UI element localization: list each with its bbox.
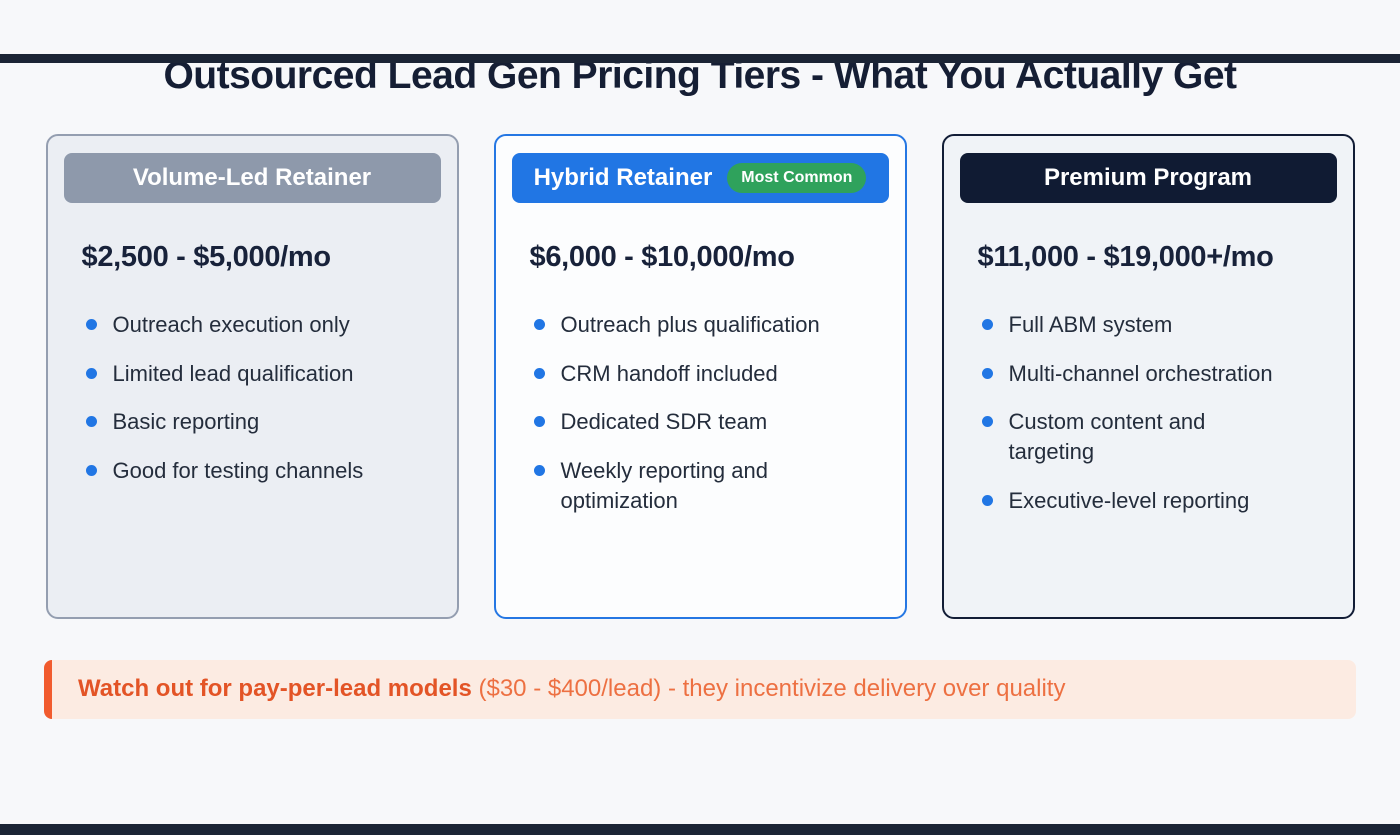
bullet-dot-icon	[533, 416, 545, 428]
feature-item: Basic reporting	[85, 407, 391, 437]
feature-item: Dedicated SDR team	[533, 407, 839, 437]
warning-detail-text: ($30 - $400/lead) - they incentivize del…	[471, 675, 1066, 702]
feature-text: Weekly reporting and optimization	[560, 458, 769, 513]
pricing-cards-container: Volume-Led Retainer $2,500 - $5,000/mo O…	[0, 134, 1400, 619]
top-edge-bar	[0, 54, 1400, 63]
price-range: $6,000 - $10,000/mo	[529, 241, 795, 273]
price-range: $2,500 - $5,000/mo	[81, 241, 332, 273]
pricing-card-premium: Premium Program $11,000 - $19,000+/mo Fu…	[941, 134, 1355, 619]
feature-item: Outreach execution only	[85, 310, 391, 340]
feature-text: Outreach execution only	[112, 312, 350, 337]
feature-item: Multi-channel orchestration	[981, 359, 1287, 389]
pricing-card-hybrid: Hybrid Retainer Most Common $6,000 - $10…	[493, 134, 907, 619]
feature-item: Limited lead qualification	[85, 359, 391, 389]
bullet-dot-icon	[533, 465, 545, 477]
card-title: Volume-Led Retainer	[132, 164, 372, 191]
warning-callout: Watch out for pay-per-lead models ($30 -…	[44, 660, 1356, 719]
bullet-dot-icon	[981, 319, 993, 330]
feature-text: Custom content and targeting	[1008, 409, 1206, 465]
bullet-dot-icon	[85, 319, 97, 330]
bullet-dot-icon	[85, 465, 97, 477]
feature-text: CRM handoff included	[560, 360, 778, 386]
bottom-edge-bar	[0, 824, 1400, 835]
bullet-dot-icon	[85, 416, 97, 428]
bullet-dot-icon	[981, 416, 993, 428]
bullet-dot-icon	[533, 319, 545, 330]
feature-text: Good for testing channels	[112, 458, 364, 484]
pricing-card-volume-led: Volume-Led Retainer $2,500 - $5,000/mo O…	[45, 134, 459, 619]
feature-text: Basic reporting	[112, 409, 260, 435]
feature-item: CRM handoff included	[533, 359, 839, 389]
features-list: Full ABM system Multi-channel orchestrat…	[944, 310, 1353, 515]
card-header: Hybrid Retainer Most Common	[511, 153, 889, 203]
feature-item: Weekly reporting and optimization	[533, 456, 839, 515]
features-list: Outreach plus qualification CRM handoff …	[496, 310, 905, 515]
card-header: Premium Program	[959, 153, 1337, 203]
feature-item: Executive-level reporting	[981, 486, 1287, 516]
card-header: Volume-Led Retainer	[63, 153, 441, 203]
warning-bold-text: Watch out for pay-per-lead models	[78, 675, 472, 702]
feature-item: Outreach plus qualification	[533, 310, 839, 340]
card-title: Premium Program	[1043, 164, 1253, 191]
feature-text: Outreach plus qualification	[560, 312, 820, 337]
feature-item: Full ABM system	[981, 310, 1287, 340]
feature-text: Dedicated SDR team	[560, 409, 768, 435]
feature-item: Good for testing channels	[85, 456, 391, 486]
most-common-badge: Most Common	[727, 163, 867, 193]
bullet-dot-icon	[533, 367, 545, 379]
feature-text: Executive-level reporting	[1008, 487, 1250, 513]
features-list: Outreach execution only Limited lead qua…	[48, 310, 457, 486]
feature-text: Limited lead qualification	[112, 360, 354, 386]
price-range: $11,000 - $19,000+/mo	[977, 241, 1274, 273]
feature-text: Multi-channel orchestration	[1008, 360, 1273, 386]
bullet-dot-icon	[981, 494, 993, 506]
bullet-dot-icon	[981, 367, 993, 379]
card-title: Hybrid Retainer	[533, 164, 713, 191]
feature-text: Full ABM system	[1008, 312, 1173, 337]
feature-item: Custom content and targeting	[981, 407, 1287, 466]
bullet-dot-icon	[85, 367, 97, 379]
